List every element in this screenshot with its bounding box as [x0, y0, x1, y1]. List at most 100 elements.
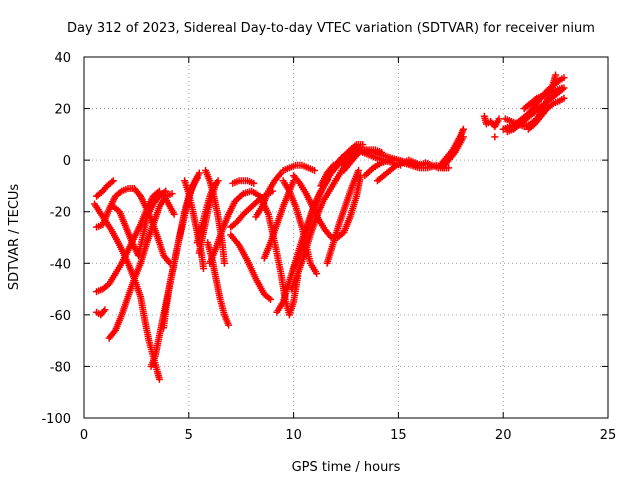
data-point-run — [244, 259, 259, 281]
series-arc-21 — [260, 177, 298, 262]
data-point-run — [151, 188, 162, 199]
data-point-run — [106, 272, 118, 286]
data-point-run — [530, 106, 541, 116]
series-arc-23 — [279, 161, 319, 174]
data-point-run — [554, 85, 564, 94]
data-point-run — [234, 212, 246, 224]
data-point-run — [488, 119, 497, 129]
data-point-run — [452, 143, 462, 154]
data-point — [355, 166, 363, 174]
data-point-run — [106, 194, 119, 211]
data-point-run — [294, 161, 304, 169]
series-arc-18 — [229, 177, 258, 187]
data-point — [552, 71, 560, 79]
data-point-run — [347, 153, 359, 165]
data-point-run — [167, 204, 177, 216]
data-point-run — [157, 188, 168, 199]
data-point-run — [424, 160, 434, 168]
y-tick-label: -20 — [50, 206, 71, 221]
plot-frame — [83, 56, 609, 419]
x-tick-label: 20 — [495, 428, 512, 443]
data-point — [220, 259, 228, 267]
data-point-run — [266, 179, 277, 193]
axis-ticks: 0 5 10 15 20 25 -100 -80 -60 -40 -20 0 20 40 — [41, 51, 616, 443]
data-point-run — [510, 118, 520, 127]
series-arc-19 — [227, 231, 275, 303]
data-point-run — [526, 104, 537, 116]
chart-title: Day 312 of 2023, Sidereal Day-to-day VTE… — [67, 21, 595, 36]
data-point-run — [164, 191, 174, 199]
data-point-run — [333, 155, 345, 168]
x-tick-label: 5 — [185, 428, 193, 443]
data-point-run — [288, 272, 301, 291]
data-point-run — [280, 179, 292, 193]
data-point-run — [538, 106, 550, 119]
series-arc-20 — [252, 169, 285, 221]
data-point — [109, 177, 117, 185]
data-point-run — [116, 210, 129, 229]
series-arc-29 — [323, 166, 363, 267]
data-point-run — [132, 186, 143, 199]
data-point-run — [274, 300, 286, 314]
data-point-run — [233, 191, 246, 204]
data-point-run — [281, 165, 291, 174]
data-point-run — [297, 181, 309, 196]
data-point — [162, 187, 170, 195]
data-point-run — [113, 188, 124, 199]
data-point-run — [111, 204, 122, 214]
data-point-run — [112, 313, 125, 332]
data-point-run — [309, 204, 322, 222]
series-arc-13 — [195, 179, 220, 257]
data-point — [313, 270, 321, 278]
data-point-run — [306, 165, 316, 174]
data-point-run — [532, 114, 544, 126]
data-point-run — [535, 93, 545, 101]
series-arc-7 — [93, 306, 109, 319]
data-point-run — [456, 135, 466, 147]
data-point-run — [524, 111, 535, 122]
data-point — [560, 94, 568, 102]
data-point — [267, 295, 275, 303]
data-point-run — [113, 261, 124, 276]
data-point-run — [100, 281, 112, 292]
data-point-run — [381, 168, 392, 178]
data-point-run — [413, 160, 423, 168]
data-point-run — [94, 188, 105, 199]
data-point-run — [361, 149, 371, 158]
series-arc-1 — [93, 177, 117, 200]
data-point-run — [430, 162, 440, 171]
data-point-run — [190, 176, 200, 188]
y-tick-label: -60 — [50, 309, 71, 324]
series-arc-46 — [524, 94, 568, 133]
data-point-run — [355, 146, 367, 156]
series-arc-8 — [162, 195, 178, 218]
y-tick-label: 0 — [63, 154, 71, 169]
data-point-run — [371, 160, 384, 171]
data-point — [195, 169, 203, 177]
data-point-run — [237, 177, 249, 185]
data-point — [199, 264, 207, 272]
data-point — [225, 321, 233, 329]
data-point-run — [341, 160, 353, 173]
data-point-run — [549, 90, 560, 101]
data-point-run — [508, 121, 518, 130]
data-point-run — [520, 111, 531, 122]
data-point-run — [100, 184, 110, 193]
data-point-run — [95, 286, 105, 295]
data-point — [101, 306, 109, 314]
data-point-run — [271, 241, 285, 275]
data-point-run — [137, 207, 150, 227]
data-point-run — [526, 121, 537, 132]
data-point-run — [442, 153, 451, 162]
data-point-run — [236, 243, 250, 263]
data-point-run — [207, 246, 219, 265]
data-point — [193, 174, 201, 182]
data-point-run — [320, 189, 332, 203]
data-point-run — [119, 248, 131, 265]
data-point-run — [503, 116, 513, 125]
y-tick-label: 20 — [54, 103, 71, 118]
data-point — [558, 84, 566, 92]
x-tick-label: 0 — [80, 428, 88, 443]
data-point-run — [253, 205, 265, 219]
data-point — [491, 133, 499, 141]
